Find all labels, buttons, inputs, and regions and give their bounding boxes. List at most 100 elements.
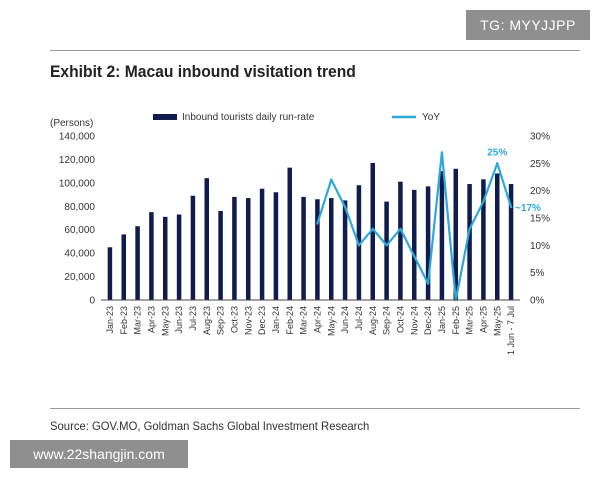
- top-divider: [50, 50, 580, 51]
- yoy-point: [509, 205, 513, 209]
- yoy-point: [385, 244, 388, 247]
- x-axis-tick-label: Oct-23: [229, 306, 239, 333]
- x-axis-tick-label: Oct-24: [395, 306, 405, 333]
- x-axis-tick-label: Dec-24: [423, 306, 433, 335]
- bar: [107, 247, 113, 300]
- x-axis-tick-label: Jan-23: [105, 306, 115, 334]
- left-axis-tick-label: 40,000: [64, 249, 95, 260]
- right-axis-tick-label: 0%: [530, 296, 545, 307]
- yoy-point: [482, 200, 485, 203]
- x-axis-tick-label: Dec-23: [257, 306, 267, 335]
- bar: [149, 212, 154, 300]
- right-axis-tick-label: 20%: [530, 186, 550, 197]
- bar: [135, 226, 140, 300]
- bar: [495, 173, 500, 300]
- yoy-line-series: [316, 151, 513, 302]
- annotation-label: 25%: [487, 147, 507, 158]
- x-axis-tick-label: Nov-24: [409, 306, 419, 335]
- x-axis-tick-label: Sep-23: [216, 306, 226, 335]
- yoy-point: [316, 222, 319, 225]
- x-axis-tick-label: Jan-25: [437, 306, 447, 334]
- yoy-point: [330, 178, 333, 181]
- left-axis-tick-label: 0: [89, 296, 95, 307]
- yoy-point: [496, 162, 499, 165]
- left-axis-tick-label: 60,000: [64, 225, 95, 236]
- watermark: www.22shangjin.com: [10, 440, 188, 468]
- x-axis-tick-label: Jun-24: [340, 306, 350, 334]
- annotations: 25% ~17%: [487, 147, 541, 214]
- bar: [246, 198, 251, 300]
- x-axis-tick-label: 1 Jun - 7 Jul: [506, 306, 516, 355]
- x-axis-tick-label: Feb-23: [119, 306, 129, 335]
- x-axis-tick-label: Mar-24: [299, 306, 309, 335]
- x-axis-tick-label: Feb-25: [451, 306, 461, 335]
- legend-label-bar: Inbound tourists daily run-rate: [182, 112, 315, 123]
- bar: [163, 216, 168, 300]
- yoy-point: [399, 227, 402, 231]
- bar: [121, 234, 126, 300]
- yoy-point: [413, 255, 416, 258]
- x-axis-tick-label: Apr-24: [312, 306, 322, 333]
- x-axis-tick-label: Apr-23: [146, 306, 156, 333]
- bar: [439, 171, 445, 300]
- x-axis-tick-label: Sep-24: [382, 306, 392, 335]
- x-axis-tick-label: Apr-25: [478, 306, 488, 333]
- bar: [453, 168, 458, 300]
- bar: [315, 199, 320, 300]
- source-note: Source: GOV.MO, Goldman Sachs Global Inv…: [50, 419, 370, 433]
- x-axis: Jan-23 Feb-23 Mar-23 Apr-23 May-23 Jun-23 Jul-…: [101, 299, 520, 355]
- bar: [508, 184, 514, 300]
- left-axis: (Persons) 0 20,000 40,000 60,000 80,000 100,00…: [50, 118, 95, 307]
- x-axis-tick-label: Mar-23: [133, 306, 143, 335]
- bar: [232, 196, 237, 300]
- yoy-point: [468, 227, 471, 231]
- x-axis-tick-label: Jul-23: [188, 306, 198, 331]
- right-axis-tick-label: 10%: [530, 241, 550, 252]
- bar: [481, 179, 486, 300]
- bar: [273, 192, 279, 300]
- bar: [398, 181, 403, 300]
- bar: [425, 186, 431, 300]
- exhibit-title: Exhibit 2: Macau inbound visitation tren…: [50, 62, 356, 81]
- x-axis-tick-label: Aug-23: [202, 306, 212, 335]
- bar: [259, 188, 265, 300]
- telegram-badge: TG: MYYJJPP: [466, 10, 590, 40]
- bar: [342, 200, 348, 300]
- x-axis-tick-label: Jul-24: [354, 306, 364, 331]
- x-axis-tick-label: May-25: [492, 306, 502, 336]
- left-axis-tick-label: 140,000: [59, 132, 96, 143]
- left-axis-unit-label: (Persons): [50, 118, 93, 129]
- x-axis-tick-label: May-24: [326, 306, 336, 336]
- bar: [412, 189, 417, 300]
- bar: [218, 210, 223, 300]
- bar: [384, 201, 389, 300]
- legend-swatch-bar: [153, 114, 177, 120]
- left-axis-tick-label: 100,000: [59, 178, 96, 189]
- x-axis-tick-label: Mar-25: [465, 306, 475, 335]
- yoy-point: [371, 227, 374, 231]
- x-axis-tick-label: May-23: [160, 306, 170, 336]
- right-axis-tick-label: 5%: [530, 268, 545, 279]
- bar: [287, 167, 292, 300]
- left-axis-tick-label: 80,000: [64, 202, 95, 213]
- x-axis-tick-label: Nov-23: [243, 306, 253, 335]
- bar: [329, 198, 334, 300]
- x-axis-tick-label: Aug-24: [368, 306, 378, 335]
- legend-label-line: YoY: [422, 112, 440, 123]
- legend: Inbound tourists daily run-rate YoY: [153, 112, 440, 123]
- bottom-divider: [50, 408, 580, 409]
- yoy-point: [343, 205, 347, 209]
- bar: [370, 162, 375, 300]
- x-axis-tick-label: Jun-23: [174, 306, 184, 334]
- yoy-point: [426, 282, 430, 285]
- right-axis-tick-label: 25%: [530, 159, 550, 170]
- right-axis-tick-label: 30%: [530, 132, 550, 143]
- right-axis: 0% 5% 10% 15% 20% 25% 30%: [530, 132, 550, 307]
- bar: [467, 184, 472, 300]
- x-axis-tick-label: Jan-24: [271, 306, 281, 334]
- chart: Inbound tourists daily run-rate YoY (Pers…: [50, 112, 550, 355]
- bar: [176, 214, 182, 300]
- left-axis-tick-label: 120,000: [59, 155, 96, 166]
- yoy-point: [440, 151, 444, 154]
- x-axis-tick-label: Feb-24: [285, 306, 295, 335]
